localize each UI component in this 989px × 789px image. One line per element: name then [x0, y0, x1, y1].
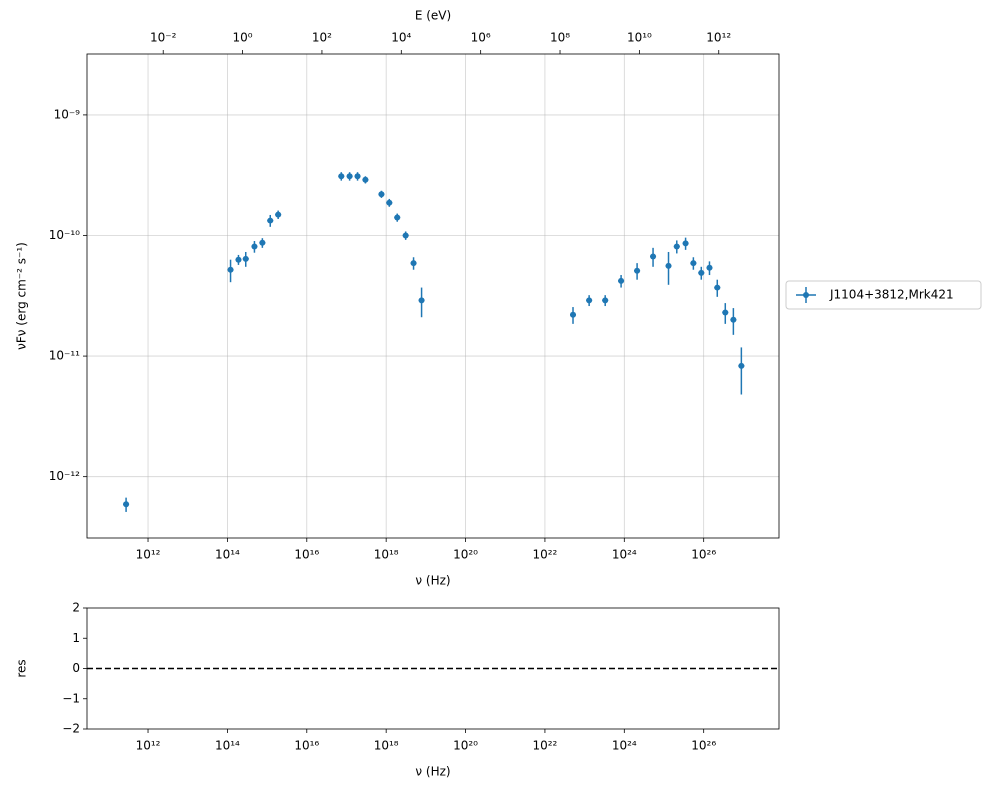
data-point	[730, 316, 737, 323]
y-tick-label: 10⁻¹⁰	[49, 228, 80, 242]
x2-tick-label: 10⁻²	[150, 31, 177, 45]
x-tick-label: 10²⁰	[453, 739, 478, 753]
x-tick-label: 10¹²	[136, 548, 161, 562]
data-point	[706, 264, 713, 271]
y-tick-label: 0	[72, 661, 80, 675]
data-point	[634, 267, 641, 274]
x-tick-label: 10²⁰	[453, 548, 478, 562]
plot-frame	[86, 53, 780, 539]
x-tick-label: 10¹⁸	[374, 739, 399, 753]
x2-tick-label: 10⁰	[233, 31, 253, 45]
data-point	[362, 176, 369, 183]
x-tick-label: 10¹⁶	[294, 739, 319, 753]
x2-tick-label: 10⁸	[550, 31, 570, 45]
x2-tick-label: 10¹²	[706, 31, 731, 45]
x-tick-label: 10¹⁶	[294, 548, 319, 562]
x-axis-label: ν (Hz)	[415, 574, 450, 588]
data-point	[650, 253, 657, 260]
data-point	[618, 277, 625, 284]
data-point	[410, 260, 417, 267]
data-point	[698, 269, 705, 276]
data-point	[275, 211, 282, 218]
data-point	[586, 297, 593, 304]
y-tick-label: −1	[62, 691, 80, 705]
data-point	[386, 199, 393, 206]
data-point	[673, 243, 680, 250]
x2-tick-label: 10⁴	[391, 31, 411, 45]
y-tick-label: 2	[72, 601, 80, 615]
y-tick-label: 10⁻¹²	[49, 469, 80, 483]
data-point	[346, 173, 353, 180]
data-point	[570, 311, 577, 318]
x-tick-label: 10²⁶	[691, 548, 716, 562]
data-point	[402, 232, 409, 239]
data-point	[338, 173, 345, 180]
data-point	[722, 309, 729, 316]
data-point	[738, 362, 745, 369]
data-point	[259, 239, 266, 246]
y-tick-label: −2	[62, 722, 80, 736]
x2-tick-label: 10²	[312, 31, 332, 45]
y-tick-label: 10⁻¹¹	[49, 349, 80, 363]
legend-label: J1104+3812,Mrk421	[829, 288, 954, 302]
data-point	[123, 501, 130, 508]
y-axis-label: res	[15, 659, 29, 677]
data-point	[251, 243, 258, 250]
x-tick-label: 10²⁴	[612, 739, 637, 753]
x-tick-label: 10¹⁴	[215, 739, 240, 753]
data-point	[378, 191, 385, 198]
x-tick-label: 10¹²	[136, 739, 161, 753]
x2-tick-label: 10¹⁰	[627, 31, 652, 45]
data-point	[227, 266, 234, 273]
data-point	[602, 297, 609, 304]
x-tick-label: 10¹⁸	[374, 548, 399, 562]
x-tick-label: 10²⁴	[612, 548, 637, 562]
data-point	[354, 173, 361, 180]
legend-marker	[803, 292, 809, 298]
x-tick-label: 10²²	[532, 739, 557, 753]
x2-tick-label: 10⁶	[471, 31, 491, 45]
x-tick-label: 10²²	[532, 548, 557, 562]
data-point	[682, 240, 689, 247]
legend-box	[785, 280, 982, 310]
data-point	[242, 255, 249, 262]
y-tick-label: 10⁻⁹	[54, 107, 81, 121]
data-point	[418, 297, 425, 304]
data-point	[665, 262, 672, 269]
data-point	[267, 217, 274, 224]
data-point	[690, 260, 697, 267]
y-tick-label: 1	[72, 631, 80, 645]
x-axis-label: ν (Hz)	[415, 765, 450, 779]
x2-axis-label: E (eV)	[415, 9, 451, 23]
data-point	[235, 256, 242, 263]
data-point	[394, 214, 401, 221]
x-tick-label: 10¹⁴	[215, 548, 240, 562]
x-tick-label: 10²⁶	[691, 739, 716, 753]
data-point	[714, 284, 721, 291]
y-axis-label: νFν (erg cm⁻² s⁻¹)	[15, 242, 29, 350]
